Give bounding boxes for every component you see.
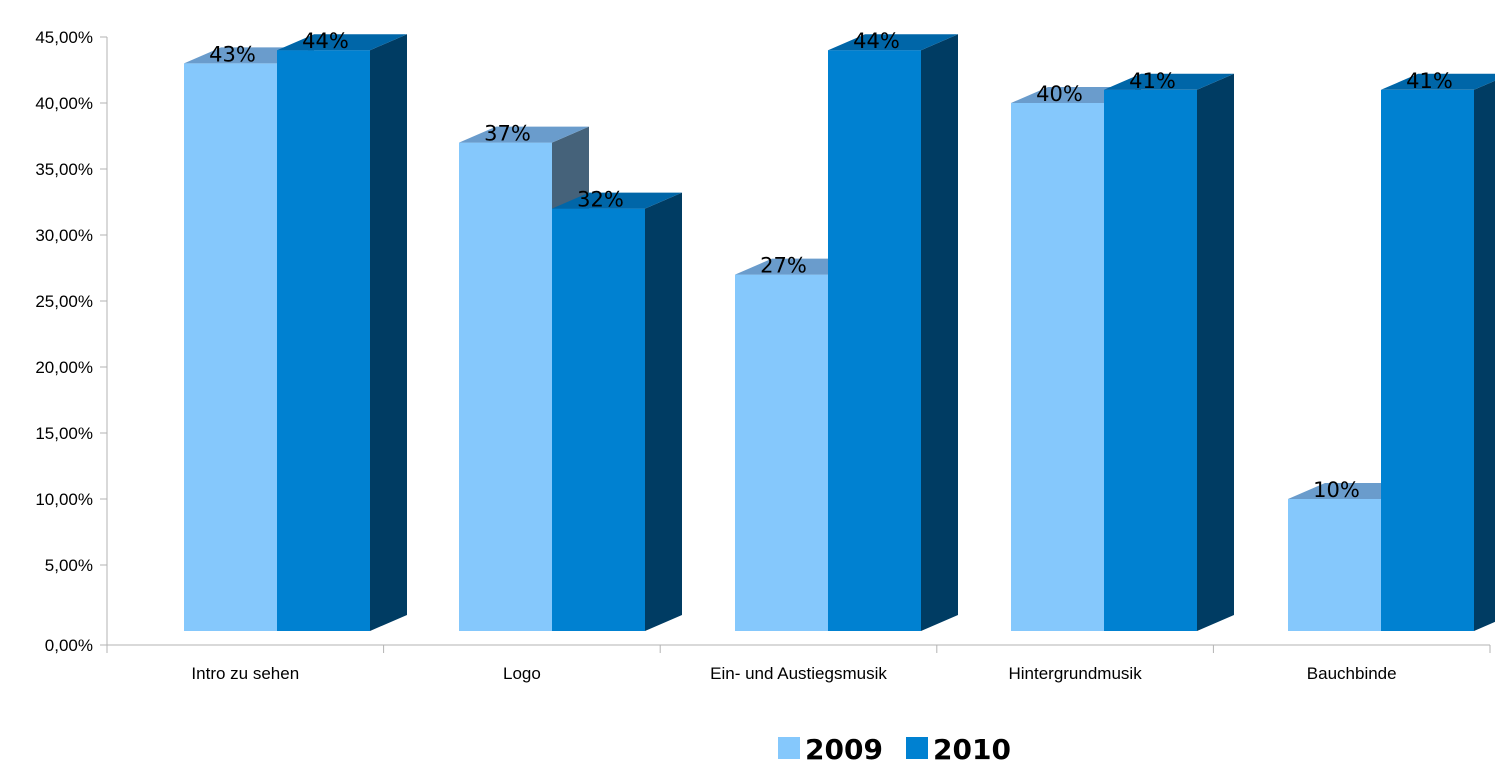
bar-front-face	[552, 208, 645, 631]
bar-side-face	[645, 192, 682, 631]
x-axis-ticks: Intro zu sehen Logo Ein- und Austiegsmusik…	[106, 645, 1491, 683]
bar-front-face	[1381, 89, 1474, 632]
axis-layer: 0,00% 5,00% 10,00% 15,00% 20,00% 25,00% 30,00%…	[35, 28, 1491, 683]
legend-swatch-2009	[778, 737, 800, 759]
legend-label-2009: 2009	[805, 733, 883, 763]
y-tick-label: 0,00%	[45, 636, 93, 655]
bar-2010-5	[1381, 73, 1495, 632]
bar-front-face	[277, 50, 370, 631]
bar-top-face	[552, 192, 682, 209]
data-label-2009-3: 27%	[760, 254, 807, 278]
y-axis-ticks: 0,00% 5,00% 10,00% 15,00% 20,00% 25,00% 30,00%…	[35, 28, 107, 655]
bar-front-face	[828, 50, 921, 631]
data-label-2009-1: 43%	[209, 42, 256, 66]
y-tick-label: 15,00%	[35, 424, 93, 443]
x-category-label: Intro zu sehen	[191, 664, 299, 683]
bar-top-face	[1104, 73, 1234, 90]
bar-2010-4	[1104, 73, 1234, 632]
bar-front-face	[1104, 89, 1197, 632]
bar-2010-3	[828, 34, 958, 631]
data-label-2010-2: 32%	[577, 188, 624, 212]
bar-2010-2	[552, 192, 682, 631]
y-tick-label: 30,00%	[35, 226, 93, 245]
data-label-2010-5: 41%	[1406, 69, 1453, 93]
bar-side-face	[1474, 80, 1495, 631]
bar-front-face	[1288, 499, 1381, 631]
bar-front-face	[1011, 103, 1104, 631]
bar-top-face	[1381, 73, 1495, 90]
bar-front-face	[459, 142, 552, 631]
bar-front-face	[184, 63, 277, 631]
legend: 2009 2010	[778, 733, 1011, 763]
data-label-2010-4: 41%	[1129, 69, 1176, 93]
data-labels-layer: 43% 44% 37% 32% 27% 44% 40% 41% 10% 41%	[209, 29, 1453, 502]
legend-swatch-2010	[906, 737, 928, 759]
data-label-2009-4: 40%	[1036, 82, 1083, 106]
data-label-2009-2: 37%	[484, 122, 531, 146]
bar-2010-1	[277, 34, 407, 631]
bar-front-face	[735, 274, 828, 631]
x-category-label: Logo	[503, 664, 541, 683]
bar-top-face	[828, 34, 958, 51]
bar-side-face	[921, 34, 958, 631]
data-label-2010-3: 44%	[853, 29, 900, 53]
x-category-label: Ein- und Austiegsmusik	[710, 664, 887, 683]
y-tick-label: 45,00%	[35, 28, 93, 47]
y-tick-label: 10,00%	[35, 490, 93, 509]
x-category-label: Bauchbinde	[1307, 664, 1397, 683]
y-tick-label: 40,00%	[35, 94, 93, 113]
legend-label-2010: 2010	[933, 733, 1011, 763]
bar-side-face	[370, 34, 407, 631]
y-tick-label: 20,00%	[35, 358, 93, 377]
bar-top-face	[459, 126, 589, 143]
y-tick-label: 25,00%	[35, 292, 93, 311]
data-label-2010-1: 44%	[302, 29, 349, 53]
y-tick-label: 35,00%	[35, 160, 93, 179]
bar-side-face	[1197, 73, 1234, 632]
data-label-2009-5: 10%	[1313, 478, 1360, 502]
x-category-label: Hintergrundmusik	[1008, 664, 1142, 683]
y-tick-label: 5,00%	[45, 556, 93, 575]
bars-layer	[184, 34, 1495, 632]
bar-top-face	[277, 34, 407, 51]
